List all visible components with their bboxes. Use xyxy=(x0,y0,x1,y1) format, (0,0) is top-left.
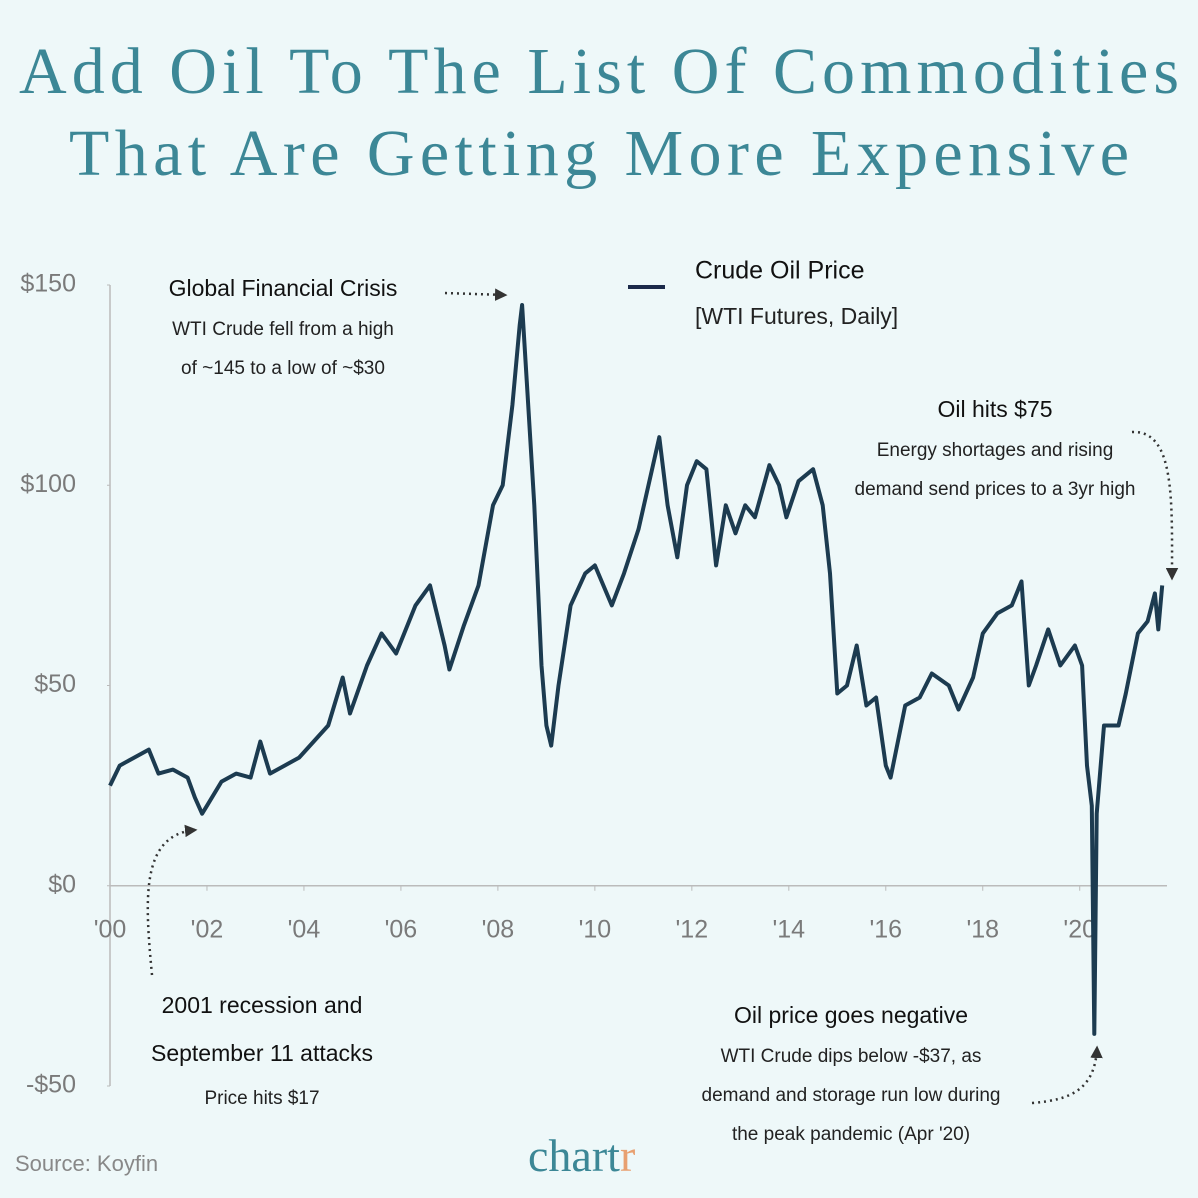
x-tick-label: '04 xyxy=(288,915,321,943)
x-tick-label: '16 xyxy=(869,915,902,943)
x-tick-label: '20 xyxy=(1063,915,1096,943)
chart-title: Add Oil To The List Of Commodities xyxy=(19,35,1179,108)
annotation-text: demand send prices to a 3yr high xyxy=(855,479,1136,500)
y-tick-label: $50 xyxy=(34,670,76,698)
y-tick-label: $0 xyxy=(48,870,76,898)
annotation-text: the peak pandemic (Apr '20) xyxy=(732,1124,970,1145)
x-tick-label: '02 xyxy=(191,915,224,943)
x-tick-label: '10 xyxy=(579,915,612,943)
annotation-text: demand and storage run low during xyxy=(702,1085,1001,1106)
x-tick-label: '14 xyxy=(773,915,806,943)
annotation-text: Energy shortages and rising xyxy=(877,440,1114,461)
price-line xyxy=(108,303,1165,1036)
x-tick-label: '00 xyxy=(94,915,127,943)
annotation-text: of ~145 to a low of ~$30 xyxy=(181,358,385,379)
x-tick-label: '18 xyxy=(966,915,999,943)
x-tick-label: '06 xyxy=(385,915,418,943)
x-tick-label: '08 xyxy=(482,915,515,943)
arrow xyxy=(444,288,508,301)
y-tick-label: $100 xyxy=(20,470,76,498)
source: Source: Koyfin xyxy=(15,1151,158,1176)
arrow xyxy=(146,824,198,976)
legend-label: Crude Oil Price xyxy=(695,257,865,285)
annotation-title: September 11 attacks xyxy=(151,1040,373,1066)
annotation-title: Oil price goes negative xyxy=(734,1002,968,1028)
annotation-title: 2001 recession and xyxy=(162,992,363,1018)
annotation-text: WTI Crude fell from a high xyxy=(172,319,394,340)
annotation-text: Price hits $17 xyxy=(204,1088,319,1109)
arrow xyxy=(1031,1045,1103,1105)
logo-accent: r xyxy=(620,1130,635,1181)
annotation-text: WTI Crude dips below -$37, as xyxy=(721,1046,982,1067)
logo-text: chart xyxy=(528,1130,620,1181)
chart-title: That Are Getting More Expensive xyxy=(69,117,1129,190)
annotation-title: Global Financial Crisis xyxy=(169,275,398,301)
logo: chartr xyxy=(528,1130,635,1181)
y-tick-label: $150 xyxy=(20,270,76,298)
x-tick-label: '12 xyxy=(676,915,709,943)
annotation-title: Oil hits $75 xyxy=(937,396,1052,422)
legend-note: [WTI Futures, Daily] xyxy=(695,303,898,329)
y-tick-label: -$50 xyxy=(26,1071,76,1099)
arrow xyxy=(1131,430,1179,581)
